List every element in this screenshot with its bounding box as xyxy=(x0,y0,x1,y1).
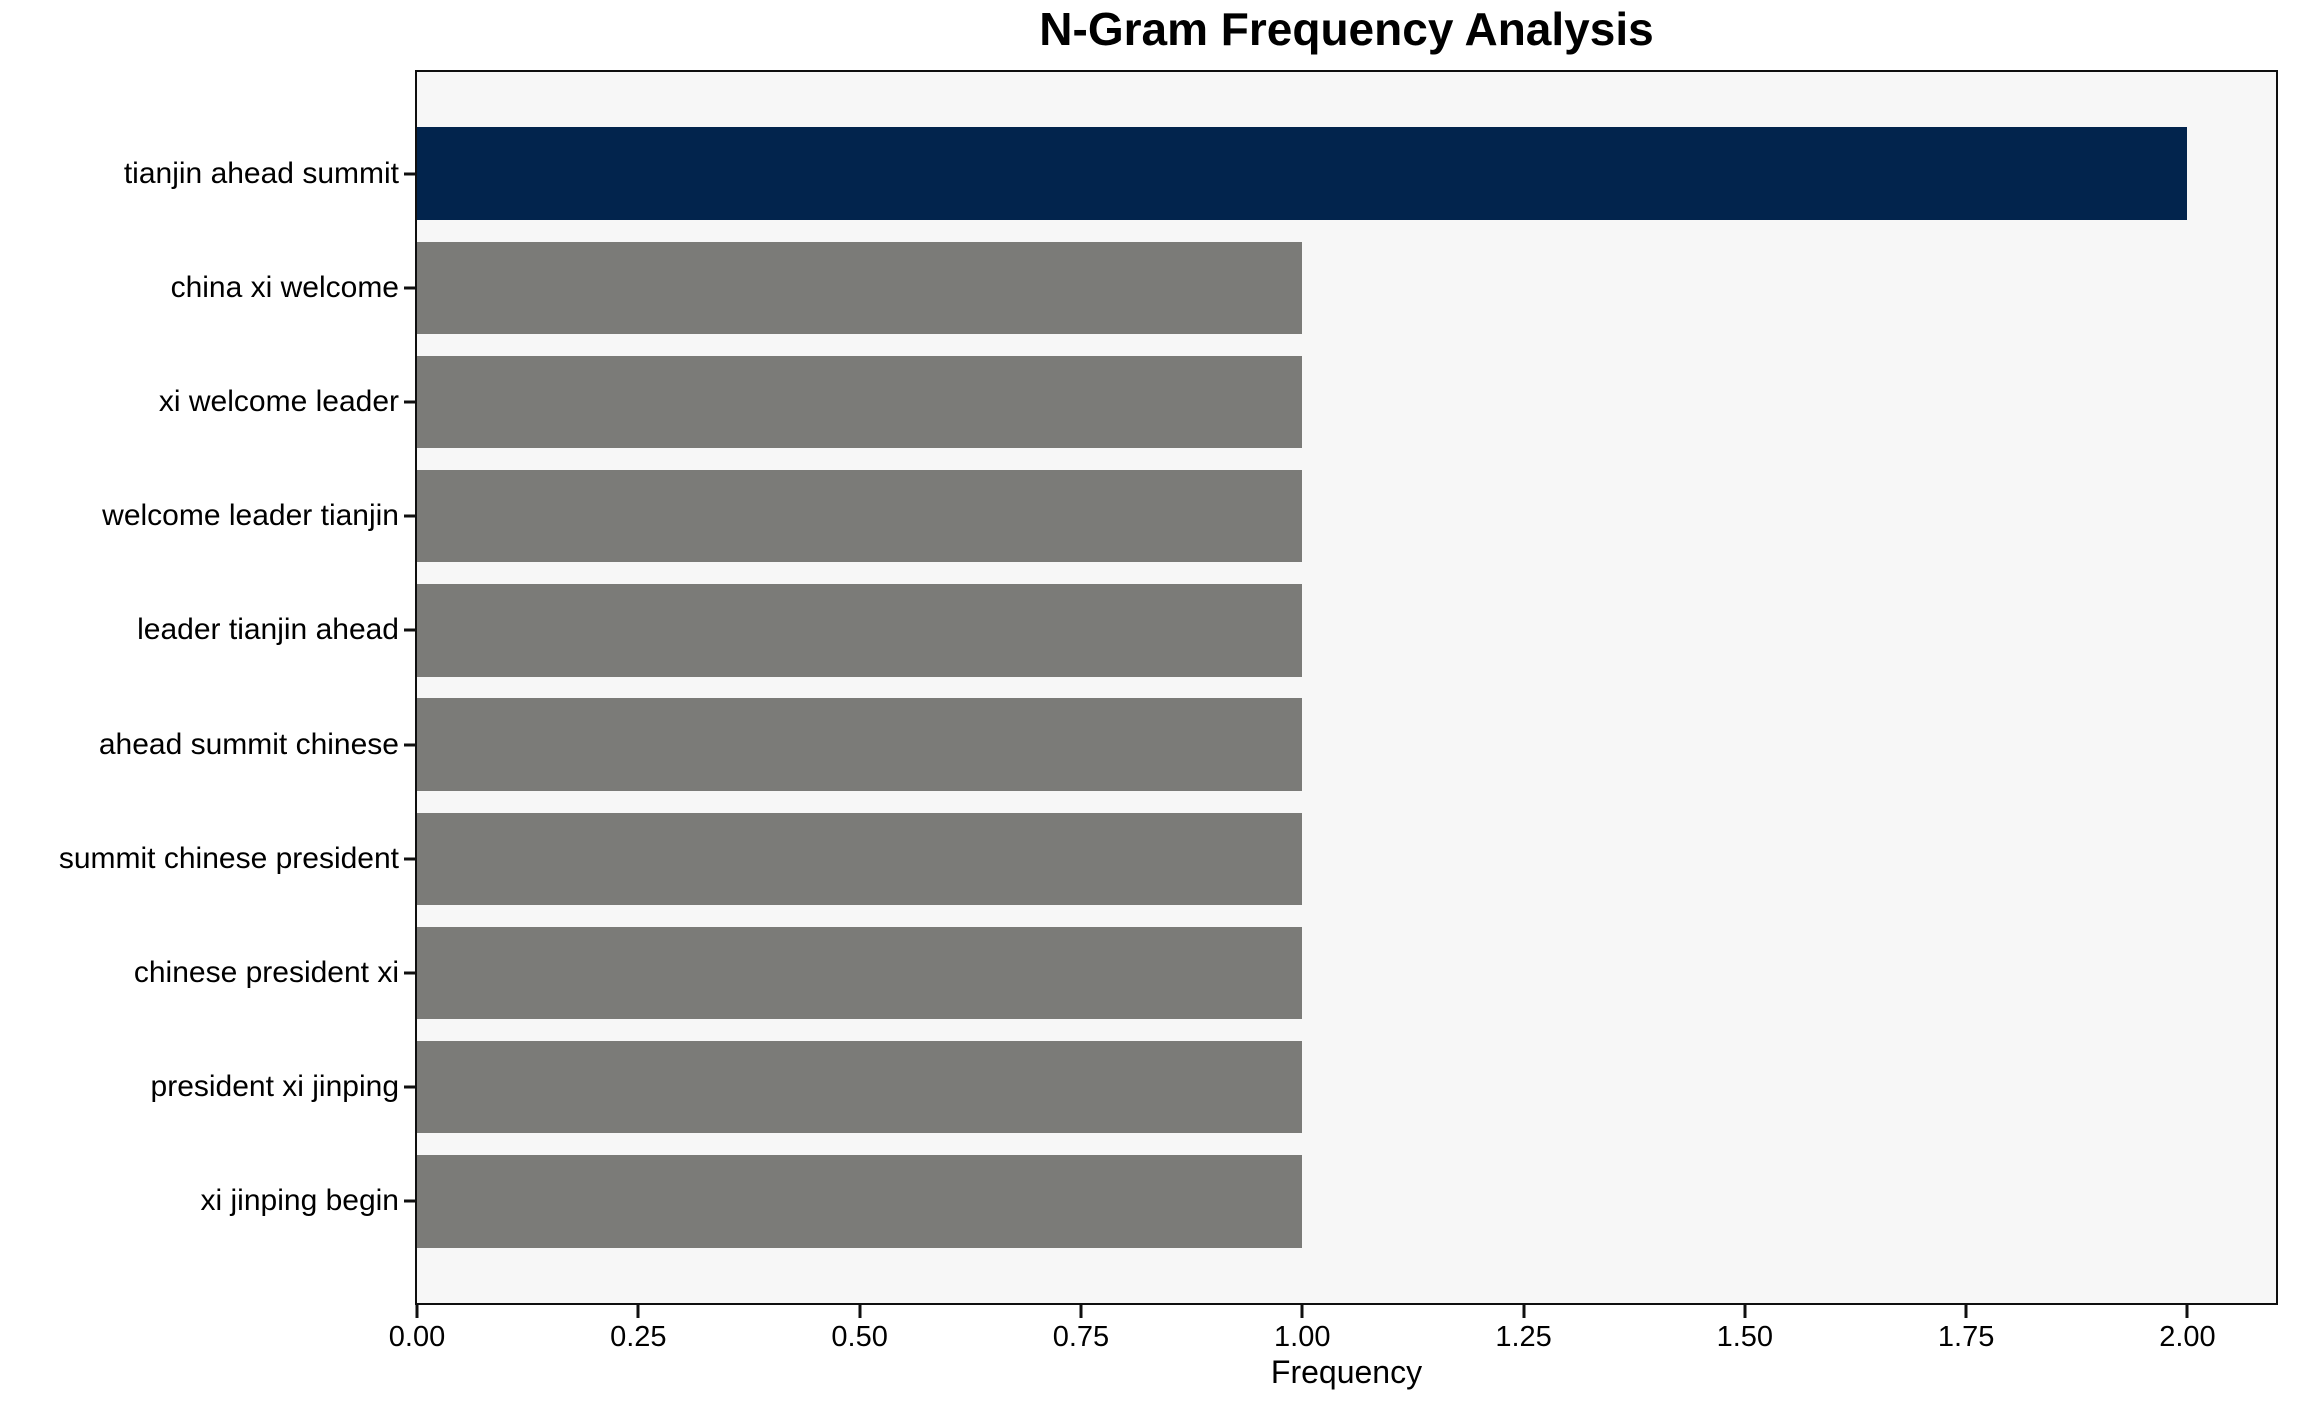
x-tick-mark xyxy=(636,1305,640,1318)
x-tick-mark xyxy=(415,1305,419,1318)
x-axis-title: Frequency xyxy=(1270,1354,1423,1390)
x-tick-mark xyxy=(1079,1305,1083,1318)
bar-xi-jinping-begin xyxy=(417,1155,1303,1248)
x-tick-label-1.25: 1.25 xyxy=(1495,1321,1552,1353)
y-tick-label-welcome-leader-tianjin: welcome leader tianjin xyxy=(102,499,399,533)
y-tick-label-chinese-president-xi: chinese president xi xyxy=(133,955,399,989)
bar-xi-welcome-leader xyxy=(417,355,1303,449)
y-tick-mark xyxy=(404,1085,415,1089)
y-tick-mark xyxy=(404,857,415,861)
bar-summit-chinese-president xyxy=(417,812,1303,906)
x-tick-label-0.25: 0.25 xyxy=(610,1321,667,1353)
x-tick-label-0.75: 0.75 xyxy=(1052,1321,1110,1353)
y-tick-label-tianjin-ahead-summit: tianjin ahead summit xyxy=(123,156,399,190)
x-tick-label-1.75: 1.75 xyxy=(1937,1321,1995,1353)
chart-title: N-Gram Frequency Analysis xyxy=(1039,3,1654,55)
y-tick-label-china-xi-welcome: china xi welcome xyxy=(170,270,399,304)
y-tick-label-xi-jinping-begin: xi jinping begin xyxy=(200,1184,399,1218)
x-tick-mark xyxy=(1522,1305,1526,1318)
x-tick-mark xyxy=(858,1305,862,1318)
bar-china-xi-welcome xyxy=(417,241,1303,335)
y-tick-label-ahead-summit-chinese: ahead summit chinese xyxy=(98,727,399,761)
y-axis-labels: tianjin ahead summit china xi welcome xi w… xyxy=(0,72,399,1303)
bar-welcome-leader-tianjin xyxy=(417,469,1303,563)
plot-area xyxy=(415,70,2278,1305)
y-tick-mark xyxy=(404,400,415,404)
y-tick-label-summit-chinese-president: summit chinese president xyxy=(58,841,399,875)
bar-chinese-president-xi xyxy=(417,926,1303,1020)
y-tick-mark xyxy=(404,286,415,290)
x-tick-mark xyxy=(1964,1305,1968,1318)
y-tick-mark xyxy=(404,514,415,518)
y-tick-label-xi-welcome-leader: xi welcome leader xyxy=(158,385,399,419)
x-tick-label-0.50: 0.50 xyxy=(831,1321,888,1353)
bar-tianjin-ahead-summit xyxy=(417,127,2188,220)
y-tick-label-leader-tianjin-ahead: leader tianjin ahead xyxy=(137,613,399,647)
x-tick-label-1.50: 1.50 xyxy=(1716,1321,1774,1353)
y-tick-mark xyxy=(404,1199,415,1203)
y-tick-mark xyxy=(404,743,415,747)
x-tick-mark xyxy=(1743,1305,1747,1318)
bar-leader-tianjin-ahead xyxy=(417,584,1303,677)
y-tick-mark xyxy=(404,971,415,975)
y-tick-label-president-xi-jinping: president xi jinping xyxy=(150,1070,399,1104)
y-tick-mark xyxy=(404,628,415,632)
x-tick-mark xyxy=(2185,1305,2189,1318)
bar-ahead-summit-chinese xyxy=(417,698,1303,791)
x-tick-label-0.00: 0.00 xyxy=(388,1321,446,1353)
x-tick-label-1.00: 1.00 xyxy=(1274,1321,1331,1353)
x-tick-label-2.00: 2.00 xyxy=(2159,1321,2216,1353)
x-tick-mark xyxy=(1300,1305,1304,1318)
bar-president-xi-jinping xyxy=(417,1040,1303,1134)
y-tick-mark xyxy=(404,172,415,176)
